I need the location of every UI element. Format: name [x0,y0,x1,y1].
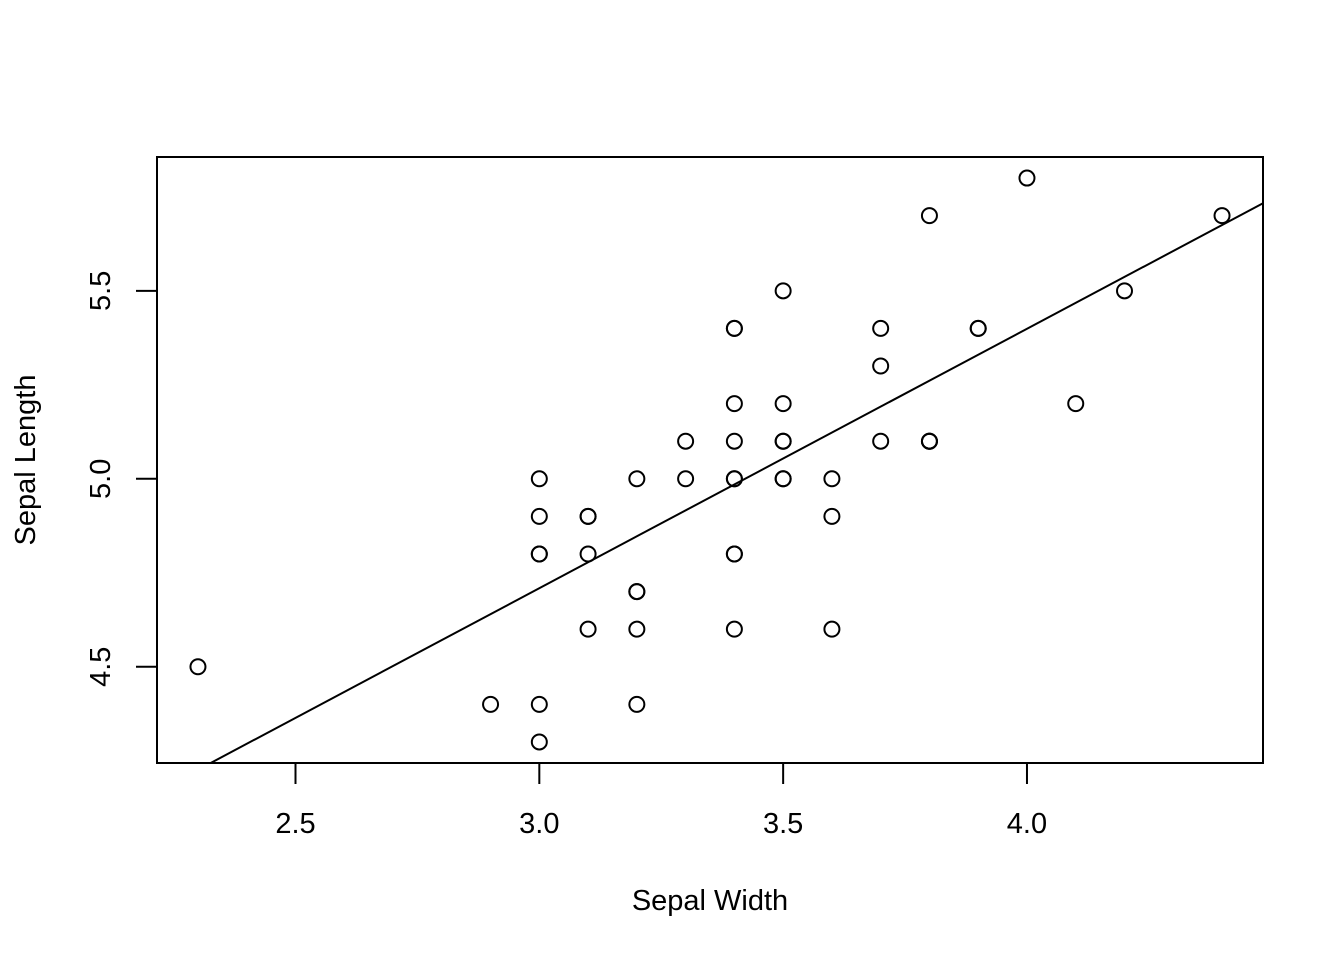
data-point [530,545,548,563]
data-point [677,432,695,450]
y-tick-label: 4.5 [85,647,117,687]
data-point [1067,395,1085,413]
regression-line-group [208,202,1263,763]
x-tick-label: 4.0 [1007,808,1047,840]
y-axis: 4.5 5.0 5.5 [85,271,158,687]
data-point [628,695,646,713]
data-point [677,470,695,488]
data-point [823,507,841,525]
data-point [872,319,890,337]
data-point [530,695,548,713]
y-tick-label: 5.5 [85,271,117,311]
data-point [628,620,646,638]
x-tick-label: 3.0 [519,808,559,840]
data-point [725,620,743,638]
data-point [823,620,841,638]
data-point [482,695,500,713]
data-point [1018,169,1036,187]
data-point [530,507,548,525]
data-point [969,319,987,337]
x-tick-label: 2.5 [275,808,315,840]
regression-line [208,202,1263,763]
x-axis: 2.5 3.0 3.5 4.0 [275,762,1047,840]
data-point [872,357,890,375]
data-point [530,470,548,488]
data-point [774,432,792,450]
data-point [725,545,743,563]
x-axis-title: Sepal Width [632,885,788,917]
data-point [920,432,938,450]
data-points [189,169,1231,751]
data-point [774,470,792,488]
data-point [872,432,890,450]
data-point [579,545,597,563]
x-tick-label: 3.5 [763,808,803,840]
y-axis-title: Sepal Length [10,375,42,546]
data-point [725,432,743,450]
data-point [774,395,792,413]
data-point [774,282,792,300]
data-point [823,470,841,488]
plot-frame [156,156,1264,764]
data-point [579,620,597,638]
data-point [530,733,548,751]
data-point [1116,282,1134,300]
data-point [920,207,938,225]
data-point [189,658,207,676]
data-point [628,470,646,488]
data-point [725,395,743,413]
data-point [579,507,597,525]
data-point [725,319,743,337]
data-point [1213,207,1231,225]
data-point [725,470,743,488]
y-tick-label: 5.0 [85,459,117,499]
data-point [628,583,646,601]
